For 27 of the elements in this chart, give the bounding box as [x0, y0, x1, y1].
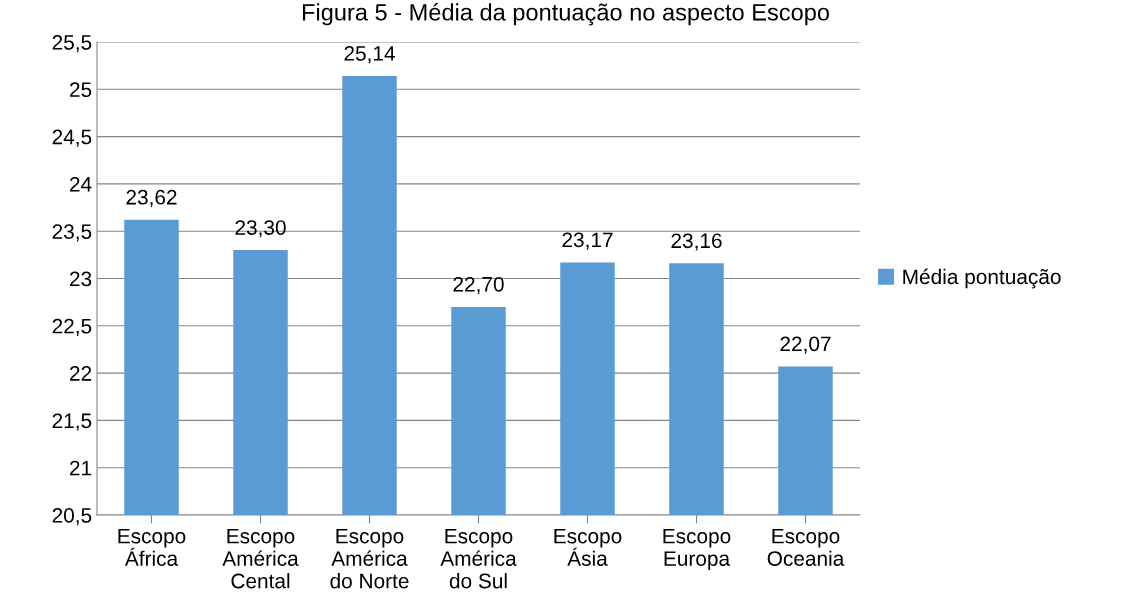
- y-tick-label: 23: [70, 271, 92, 287]
- data-label: 23,16: [671, 233, 722, 251]
- legend-label: Média pontuação: [903, 268, 1061, 289]
- y-tick-label: 22,5: [52, 318, 92, 337]
- x-tick-label: Escopo Oceania: [767, 528, 845, 566]
- y-tick-label: 21,5: [52, 413, 92, 431]
- y-tick-label: 25,5: [52, 35, 92, 53]
- y-tick-label: 24,5: [52, 129, 92, 147]
- data-label: 23,17: [562, 232, 613, 250]
- data-label: 22,70: [453, 276, 504, 295]
- data-label: 23,62: [126, 189, 177, 208]
- y-tick-label: 24: [70, 176, 92, 192]
- y-tick-label: 25: [70, 82, 92, 98]
- y-tick-label: 21: [70, 460, 92, 476]
- x-tick-label: Escopo América Cental: [222, 528, 299, 589]
- y-tick-label: 23,5: [52, 224, 92, 242]
- x-tick-label: Escopo Europa: [663, 528, 731, 571]
- data-label: 25,14: [344, 46, 395, 64]
- x-tick-label: Escopo América do Norte: [330, 528, 409, 589]
- x-tick-label: Escopo América do Sul: [440, 528, 517, 589]
- x-tick-label: Escopo África: [118, 528, 186, 566]
- y-tick-label: 22: [70, 366, 92, 381]
- x-tick-label: Escopo Ásia: [554, 528, 622, 566]
- data-label: 23,30: [235, 220, 286, 238]
- chart-title: Figura 5 - Média da pontuação no aspecto Escopo: [302, 3, 830, 26]
- y-tick-label: 20,5: [52, 508, 92, 526]
- data-label: 22,07: [780, 336, 831, 354]
